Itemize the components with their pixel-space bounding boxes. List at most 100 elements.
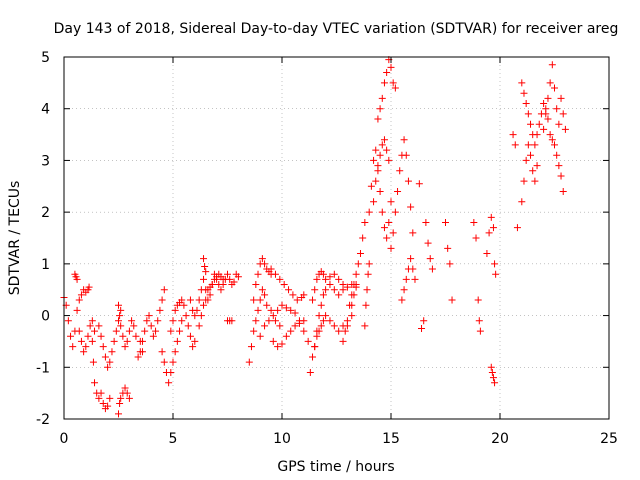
data-point-sat-l	[193, 306, 201, 314]
data-point-sat-f	[108, 348, 116, 356]
data-point-sat-ao	[540, 100, 548, 108]
data-point-sat-ab	[387, 198, 395, 206]
data-point-sat-q	[263, 301, 271, 309]
data-point-sat-s	[269, 312, 277, 320]
data-point-sat-ai	[444, 244, 452, 252]
data-point-sat-s	[282, 304, 290, 312]
data-point-sat-o	[219, 281, 227, 289]
data-point-sat-ao	[531, 141, 539, 149]
data-point-sat-ak	[483, 250, 491, 258]
x-tick-label: 0	[60, 431, 69, 447]
data-point-sat-af	[402, 275, 410, 283]
x-tick-label: 15	[382, 431, 400, 447]
grid	[64, 57, 609, 419]
data-point-sat-ap	[559, 110, 567, 118]
data-point-sat-ap	[551, 84, 558, 92]
data-point-sat-ap	[557, 94, 565, 102]
data-point-sat-ap	[544, 94, 552, 102]
data-point-sat-w	[322, 275, 330, 283]
data-point-sat-u	[300, 317, 308, 325]
data-point-sat-w	[319, 270, 327, 278]
data-point-sat-h	[123, 337, 131, 345]
data-point-sat-ae	[400, 136, 408, 144]
data-point-sat-e	[97, 389, 105, 397]
data-point-sat-al	[488, 368, 496, 376]
data-point-sat-ah	[424, 239, 432, 247]
data-point-sat-g	[121, 384, 129, 392]
data-point-sat-l	[191, 312, 199, 320]
data-point-sat-i	[145, 312, 153, 320]
data-point-sat-ap	[548, 61, 556, 69]
data-point-sat-an	[531, 177, 539, 185]
data-point-sat-o	[234, 273, 242, 281]
data-point-sat-r	[254, 270, 262, 278]
data-point-sat-j	[169, 358, 177, 366]
data-point-sat-al	[491, 379, 499, 387]
data-point-sat-e	[99, 399, 107, 407]
data-point-sat-k	[189, 343, 197, 351]
data-point-sat-aa	[364, 270, 372, 278]
data-point-sat-aj	[470, 218, 478, 226]
data-point-sat-h	[125, 327, 133, 335]
y-tick-label: 1	[41, 257, 50, 273]
data-point-sat-ad	[380, 79, 388, 87]
chart-title: Day 143 of 2018, Sidereal Day-to-day VTE…	[54, 21, 619, 37]
data-point-sat-k	[178, 296, 186, 304]
data-point-sat-an	[520, 177, 528, 185]
data-point-sat-e	[89, 358, 97, 366]
data-point-sat-f	[117, 306, 125, 314]
data-point-sat-ai	[442, 218, 449, 226]
data-point-sat-ac	[385, 156, 393, 164]
data-point-sat-h	[132, 332, 140, 340]
data-point-sat-ad	[374, 115, 382, 123]
data-point-sat-x	[335, 291, 343, 299]
data-point-sat-w	[313, 275, 321, 283]
data-point-sat-ac	[372, 177, 380, 185]
data-point-sat-j	[176, 327, 184, 335]
data-point-sat-w	[343, 283, 351, 291]
data-point-sat-u	[278, 340, 286, 348]
data-point-sat-t	[271, 270, 279, 278]
x-tick-label: 10	[273, 431, 291, 447]
data-point-sat-n	[202, 268, 210, 276]
data-point-sat-e	[104, 402, 112, 410]
data-point-sat-ae	[387, 244, 395, 252]
data-point-sat-ao	[518, 79, 526, 87]
x-tick-label: 20	[491, 431, 509, 447]
data-point-sat-u	[287, 327, 295, 335]
data-point-sat-e	[95, 394, 103, 402]
data-point-sat-h	[119, 332, 127, 340]
x-tick-label: 5	[169, 431, 178, 447]
data-point-sat-s	[256, 332, 264, 340]
data-point-sat-ac	[370, 198, 378, 206]
data-point-sat-ac	[378, 141, 386, 149]
data-point-sat-al	[489, 374, 497, 382]
data-point-sat-v	[348, 312, 356, 320]
data-point-sat-af	[398, 296, 406, 304]
data-points	[60, 56, 569, 418]
data-point-sat-ap	[561, 125, 569, 133]
data-point-sat-ak	[487, 213, 495, 221]
data-point-sat-aj	[474, 296, 482, 304]
data-point-sat-an	[518, 198, 526, 206]
data-point-sat-ae	[402, 151, 410, 159]
data-point-sat-u	[291, 322, 299, 330]
data-point-sat-t	[293, 296, 301, 304]
data-point-sat-aq	[559, 187, 567, 195]
data-point-sat-s	[287, 306, 295, 314]
data-point-sat-ae	[396, 167, 404, 175]
data-point-sat-x	[330, 286, 338, 294]
data-point-sat-ao	[524, 110, 532, 118]
data-point-sat-i	[158, 296, 166, 304]
data-point-sat-c	[84, 332, 92, 340]
data-point-sat-v	[309, 353, 317, 361]
data-point-sat-af	[411, 275, 419, 283]
data-point-sat-aq	[546, 131, 554, 139]
data-point-sat-p	[228, 317, 236, 325]
data-point-sat-k	[171, 306, 179, 314]
data-point-sat-w	[311, 286, 319, 294]
y-axis-label: SDTVAR / TECUs	[7, 181, 23, 296]
data-point-sat-z	[348, 301, 356, 309]
data-point-sat-u	[295, 319, 303, 327]
data-point-sat-ao	[520, 89, 528, 97]
